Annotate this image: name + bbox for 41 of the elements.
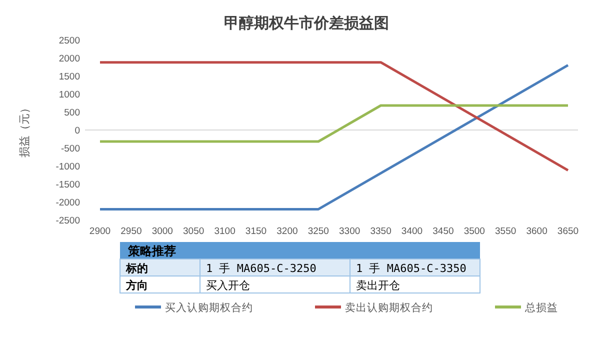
x-tick-label: 3500 bbox=[464, 226, 485, 237]
y-tick-label: -500 bbox=[60, 144, 80, 154]
x-tick-label: 3400 bbox=[401, 226, 423, 237]
y-axis-title: 损益（元） bbox=[19, 102, 31, 158]
chart-title: 甲醇期权牛市价差损益图 bbox=[224, 14, 389, 32]
x-tick-label: 3450 bbox=[432, 226, 454, 237]
x-tick-label: 3650 bbox=[557, 226, 579, 237]
line-series bbox=[98, 61, 570, 172]
y-tick-label: -1500 bbox=[56, 180, 80, 190]
text: 1 手 MA605-C-3250 bbox=[206, 262, 316, 275]
x-tick-label: 3150 bbox=[245, 226, 267, 237]
y-tick-label: -2000 bbox=[56, 198, 80, 208]
y-tick-label: 1000 bbox=[58, 90, 80, 100]
x-tick-label: 3550 bbox=[495, 226, 516, 237]
x-tick-label: 3300 bbox=[339, 226, 360, 237]
line-series bbox=[98, 64, 570, 210]
x-tick-label: 3000 bbox=[152, 226, 173, 237]
legend-label: 总损益 bbox=[524, 301, 558, 314]
x-tick-label: 3200 bbox=[276, 226, 298, 237]
y-tick-label: 2500 bbox=[58, 36, 80, 46]
text: 1 手 MA605-C-3350 bbox=[356, 262, 466, 275]
x-tick-label: 3050 bbox=[183, 226, 204, 237]
x-tick-label: 2900 bbox=[89, 226, 111, 237]
y-tick-label: -2500 bbox=[56, 216, 80, 226]
y-tick-label: 500 bbox=[64, 108, 80, 118]
text: 标的 bbox=[125, 262, 148, 275]
text: 卖出开仓 bbox=[356, 279, 400, 292]
legend-label: 买入认购期权合约 bbox=[165, 301, 253, 314]
text: 策略推荐 bbox=[127, 244, 176, 258]
text: 买入开仓 bbox=[206, 279, 250, 292]
text: 方向 bbox=[125, 279, 148, 292]
x-tick-label: 3350 bbox=[370, 226, 392, 237]
x-tick-label: 3600 bbox=[526, 226, 548, 237]
y-tick-label: 1500 bbox=[58, 72, 80, 82]
x-tick-label: 3250 bbox=[308, 226, 329, 237]
y-tick-label: -1000 bbox=[56, 162, 80, 172]
y-tick-label: 0 bbox=[74, 126, 80, 136]
x-tick-label: 3100 bbox=[214, 226, 236, 237]
x-tick-label: 2950 bbox=[120, 226, 142, 237]
legend-label: 卖出认购期权合约 bbox=[345, 301, 433, 314]
y-tick-label: 2000 bbox=[58, 54, 80, 64]
